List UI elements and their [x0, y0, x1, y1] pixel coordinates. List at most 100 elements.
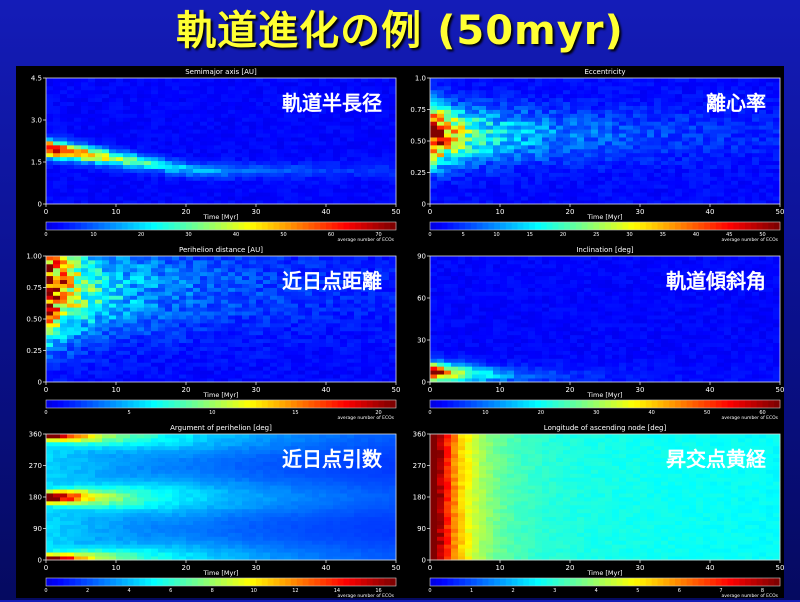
heatmap-cell [116, 173, 123, 177]
heatmap-cell [270, 272, 277, 276]
heatmap-cell [144, 319, 151, 323]
heatmap-cell [465, 82, 472, 86]
heatmap-cell [74, 106, 81, 110]
heatmap-cell [626, 184, 633, 188]
heatmap-cell [291, 129, 298, 133]
heatmap-cell [703, 117, 710, 121]
heatmap-cell [102, 276, 109, 280]
heatmap-cell [179, 98, 186, 102]
heatmap-cell [256, 157, 263, 161]
heatmap-cell [88, 284, 95, 288]
heatmap-cell [368, 339, 375, 343]
heatmap-cell [375, 260, 382, 264]
heatmap-cell [535, 180, 542, 184]
heatmap-cell [598, 169, 605, 173]
heatmap-cell [549, 113, 556, 117]
heatmap-cell [612, 141, 619, 145]
heatmap-cell [437, 145, 444, 149]
heatmap-cell [88, 366, 95, 370]
heatmap-cell [165, 354, 172, 358]
heatmap-cell [116, 335, 123, 339]
heatmap-cell [354, 165, 361, 169]
heatmap-cell [74, 78, 81, 82]
heatmap-cell [340, 173, 347, 177]
heatmap-cell [389, 347, 396, 351]
heatmap-cell [724, 149, 731, 153]
heatmap-cell [291, 133, 298, 137]
heatmap-cell [347, 169, 354, 173]
heatmap-cell [535, 129, 542, 133]
heatmap-cell [256, 98, 263, 102]
heatmap-cell [514, 184, 521, 188]
heatmap-cell [375, 137, 382, 141]
heatmap-cell [696, 149, 703, 153]
heatmap-cell [298, 370, 305, 374]
heatmap-cell [123, 169, 130, 173]
heatmap-cell [535, 149, 542, 153]
heatmap-cell [81, 284, 88, 288]
heatmap-cell [60, 184, 67, 188]
heatmap-cell [95, 117, 102, 121]
colorbar-segment [681, 222, 687, 230]
heatmap-cell [228, 315, 235, 319]
heatmap-cell [675, 94, 682, 98]
heatmap-cell [95, 94, 102, 98]
heatmap-cell [186, 351, 193, 355]
heatmap-cell [228, 98, 235, 102]
heatmap-cell [291, 173, 298, 177]
heatmap-cell [766, 180, 773, 184]
heatmap-cell [158, 331, 165, 335]
heatmap-cell [263, 82, 270, 86]
heatmap-cell [46, 295, 53, 299]
heatmap-cell [703, 133, 710, 137]
heatmap-cell [375, 196, 382, 200]
heatmap-cell [67, 374, 74, 378]
heatmap-cell [179, 192, 186, 196]
heatmap-cell [277, 149, 284, 153]
heatmap-cell [731, 165, 738, 169]
heatmap-cell [514, 90, 521, 94]
heatmap-cell [542, 161, 549, 165]
heatmap-cell [193, 319, 200, 323]
heatmap-cell [144, 169, 151, 173]
heatmap-cell [563, 102, 570, 106]
heatmap-cell [46, 303, 53, 307]
heatmap-cell [158, 291, 165, 295]
heatmap-cell [242, 362, 249, 366]
heatmap-cell [67, 149, 74, 153]
heatmap-cell [500, 184, 507, 188]
heatmap-cell [95, 113, 102, 117]
heatmap-cell [347, 260, 354, 264]
heatmap-cell [137, 173, 144, 177]
heatmap-cell [130, 94, 137, 98]
heatmap-cell [109, 362, 116, 366]
heatmap-cell [172, 137, 179, 141]
heatmap-cell [689, 125, 696, 129]
heatmap-cell [123, 343, 130, 347]
heatmap-cell [186, 94, 193, 98]
heatmap-cell [74, 335, 81, 339]
heatmap-cell [570, 82, 577, 86]
heatmap-cell [556, 125, 563, 129]
heatmap-cell [654, 180, 661, 184]
heatmap-cell [242, 173, 249, 177]
heatmap-cell [228, 133, 235, 137]
heatmap-cell [319, 351, 326, 355]
heatmap-cell [298, 141, 305, 145]
heatmap-cell [200, 288, 207, 292]
heatmap-cell [46, 374, 53, 378]
heatmap-cell [123, 335, 130, 339]
heatmap-cell [277, 260, 284, 264]
heatmap-cell [81, 260, 88, 264]
heatmap-cell [577, 117, 584, 121]
heatmap-cell [612, 176, 619, 180]
heatmap-cell [88, 133, 95, 137]
heatmap-cell [549, 94, 556, 98]
heatmap-cell [130, 176, 137, 180]
heatmap-cell [500, 82, 507, 86]
heatmap-cell [74, 173, 81, 177]
heatmap-cell [347, 129, 354, 133]
heatmap-cell [745, 78, 752, 82]
heatmap-cell [486, 133, 493, 137]
heatmap-cell [507, 94, 514, 98]
